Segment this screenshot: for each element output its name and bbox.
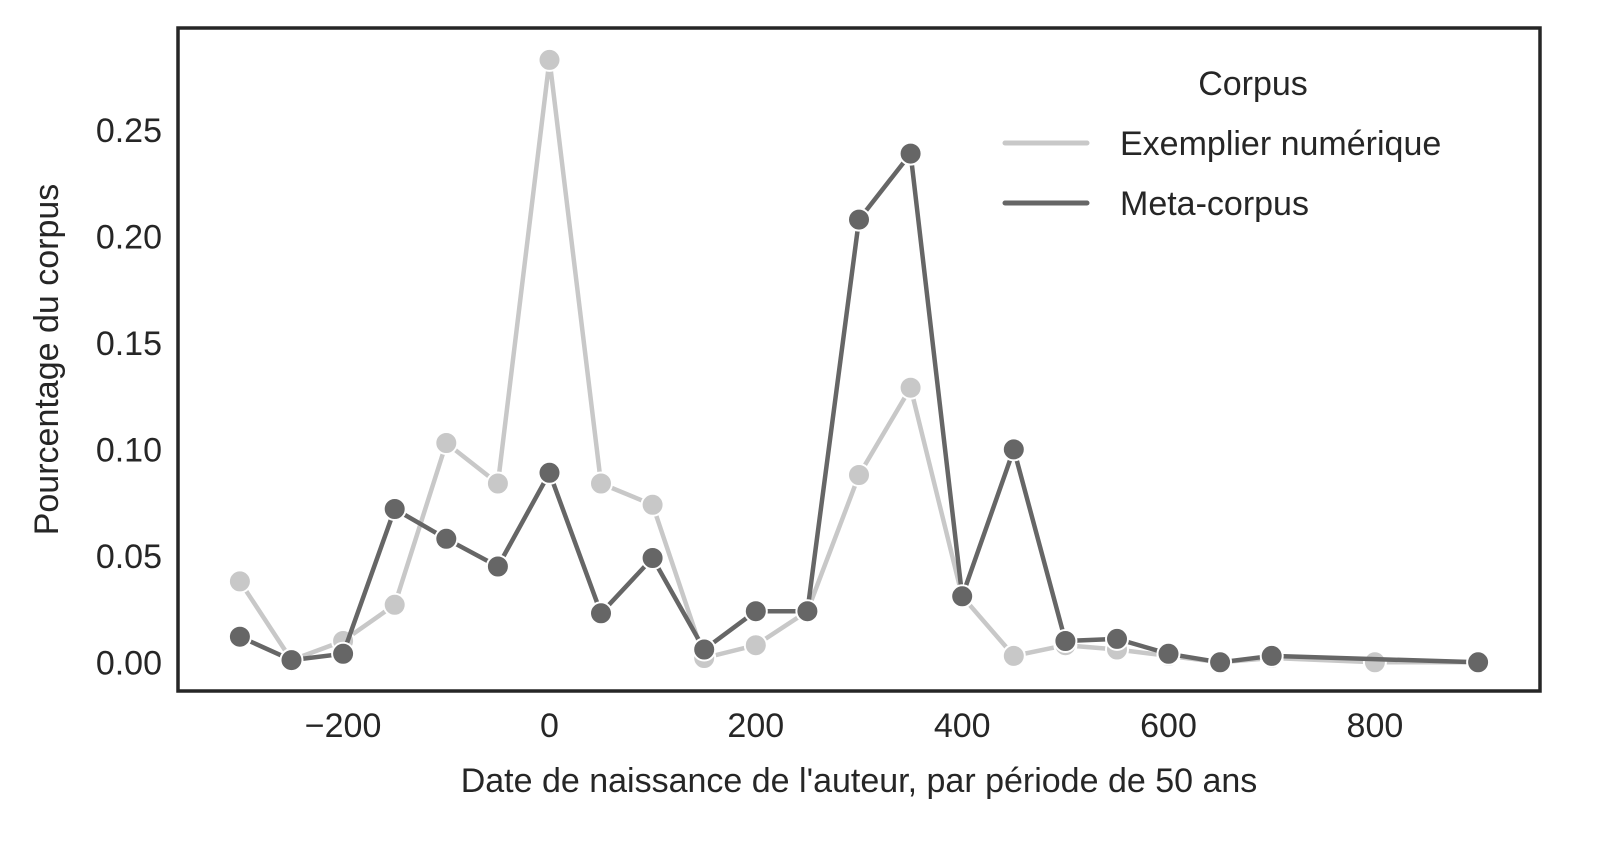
data-point [434, 431, 459, 455]
x-tick-label: 800 [1347, 707, 1404, 745]
series-meta-corpus [227, 141, 1491, 675]
data-point [898, 141, 923, 166]
y-tick-label: 0.10 [96, 431, 162, 469]
data-point [589, 471, 613, 496]
data-point [847, 207, 871, 232]
y-axis-label: Pourcentage du corpus [28, 184, 66, 536]
series-line [237, 151, 1481, 665]
data-point [331, 641, 356, 666]
y-tick-label: 0.00 [96, 644, 162, 682]
data-point [279, 648, 304, 673]
x-axis-ticks: −200 0 200 400 600 800 [305, 707, 1403, 745]
data-point [640, 492, 665, 517]
data-point [1466, 650, 1491, 675]
data-point [1259, 643, 1284, 668]
x-tick-label: 200 [727, 707, 784, 745]
data-point [537, 460, 562, 485]
data-point [1001, 643, 1026, 668]
legend-title: Corpus [1198, 65, 1308, 103]
data-point [589, 601, 613, 626]
data-point [382, 497, 407, 521]
y-tick-label: 0.15 [96, 325, 162, 363]
x-axis-label: Date de naissance de l'auteur, par pério… [461, 762, 1258, 800]
data-point [743, 599, 768, 624]
x-tick-label: −200 [305, 707, 382, 745]
data-point [1208, 650, 1233, 675]
x-tick-label: 400 [934, 707, 991, 745]
data-point [743, 633, 768, 658]
series-layer [227, 47, 1491, 675]
y-tick-label: 0.05 [96, 538, 162, 576]
legend-label-meta-corpus: Meta-corpus [1120, 185, 1309, 223]
y-axis-ticks: 0.00 0.05 0.10 0.15 0.20 0.25 [96, 112, 162, 682]
data-point [227, 569, 252, 594]
data-point [640, 546, 665, 570]
x-tick-label: 0 [540, 707, 559, 745]
data-point [795, 599, 820, 624]
data-point [537, 47, 562, 72]
x-tick-label: 600 [1140, 707, 1197, 745]
data-point [847, 463, 871, 487]
data-point [1053, 629, 1078, 653]
data-point [1001, 437, 1026, 462]
data-point [434, 526, 459, 551]
legend: Corpus Exemplier numérique Meta-corpus [1002, 65, 1441, 223]
data-point [485, 471, 510, 496]
data-point [1156, 641, 1181, 666]
data-point [485, 554, 510, 579]
data-point [950, 584, 975, 609]
plot-frame [176, 26, 1542, 693]
y-tick-label: 0.20 [96, 219, 162, 257]
y-tick-label: 0.25 [96, 112, 162, 150]
data-point [1362, 650, 1387, 675]
data-point [227, 624, 252, 649]
data-point [382, 592, 407, 617]
legend-label-exemplier: Exemplier numérique [1120, 125, 1441, 163]
data-point [898, 375, 923, 400]
data-point [1105, 626, 1129, 651]
data-point [692, 637, 717, 662]
